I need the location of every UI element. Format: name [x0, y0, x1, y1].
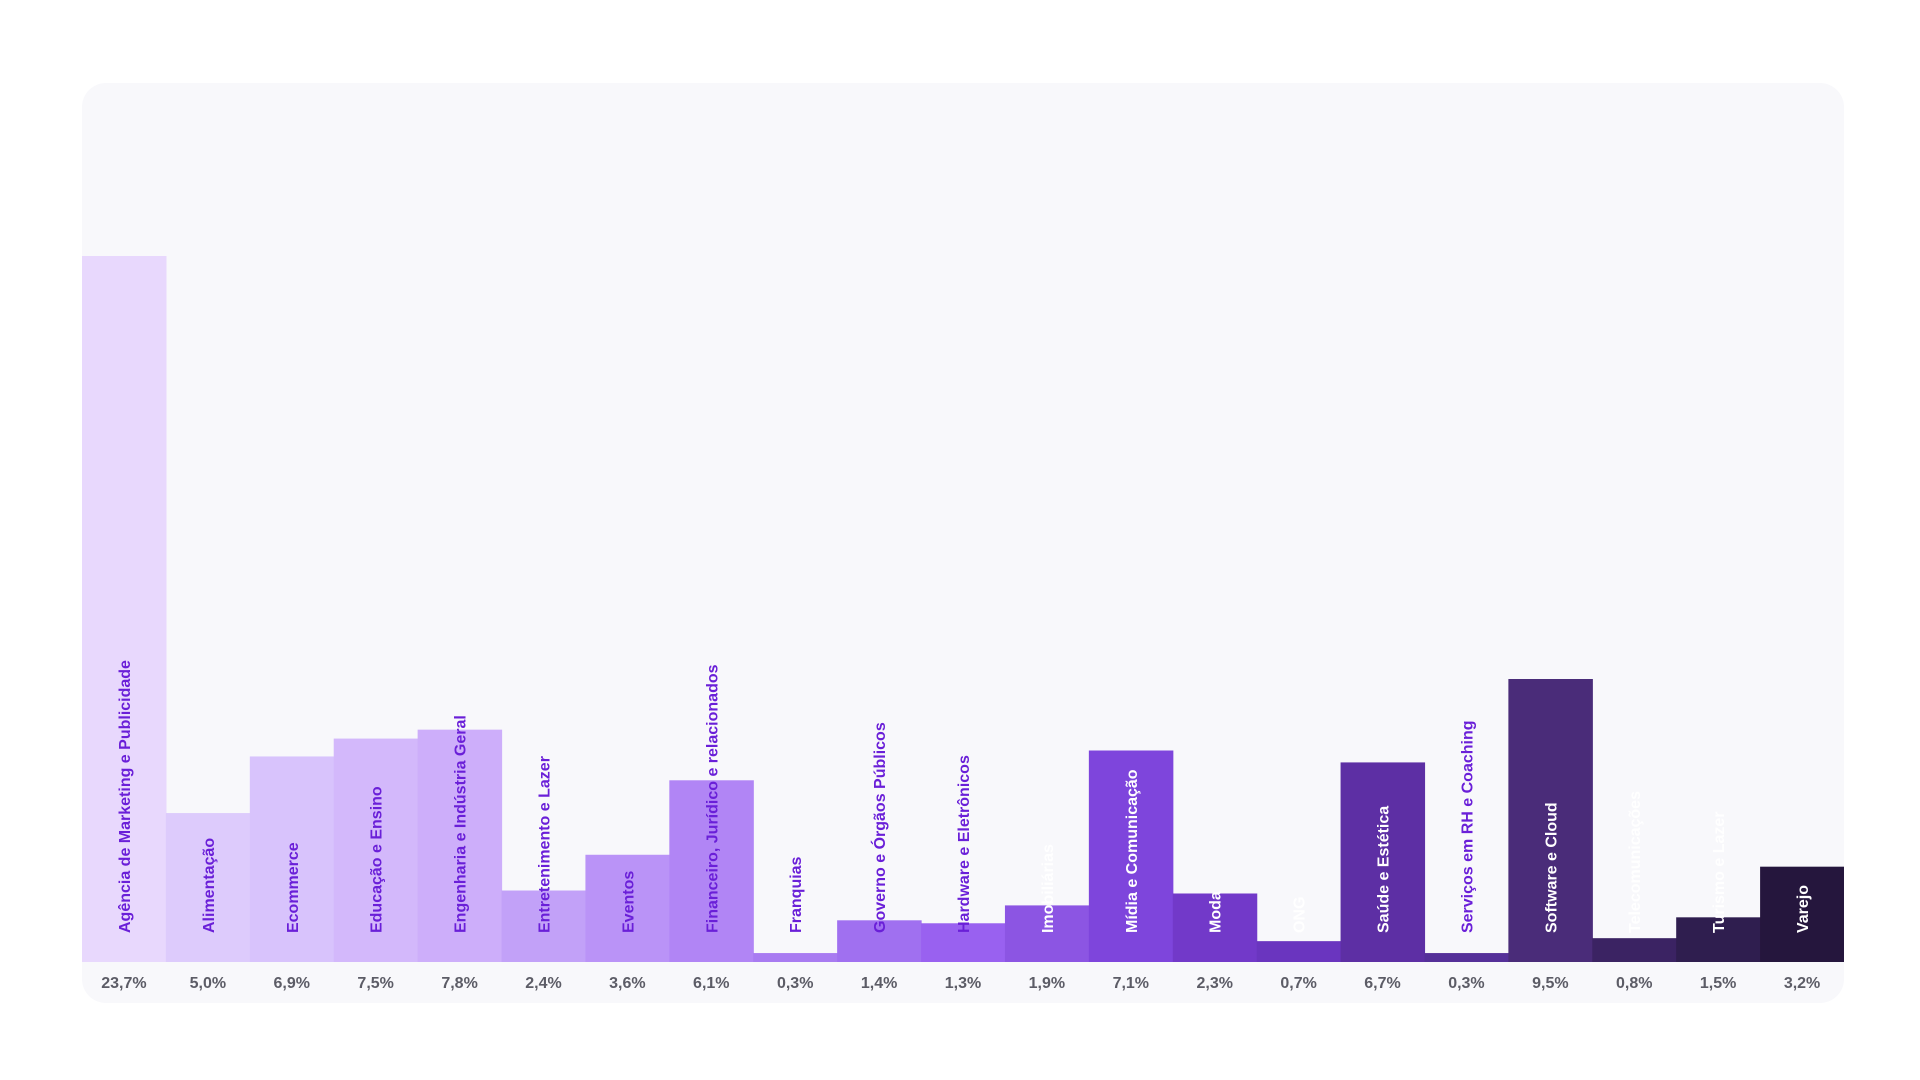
value-label-imobiliarias: 1,9% [1029, 975, 1065, 992]
category-label-ecommerce: Ecommerce [285, 842, 302, 933]
value-label-midia-e-comunicacao: 7,1% [1113, 975, 1149, 992]
bar-servicos-em-rh-e-coaching [1424, 953, 1509, 962]
bar-educacao-e-ensino [333, 738, 419, 962]
category-label-imobiliarias: Imobiliárias [1040, 844, 1057, 933]
bar-entretenimento-e-lazer [501, 890, 587, 962]
bar-alimentacao [165, 813, 251, 962]
bar-saude-e-estetica [1340, 762, 1426, 962]
bar-eventos [585, 854, 670, 962]
category-label-entretenimento-e-lazer: Entretenimento e Lazer [536, 756, 553, 933]
category-label-moda: Moda [1208, 891, 1225, 933]
bar-ong [1256, 941, 1342, 962]
bar-midia-e-comunicacao [1088, 750, 1174, 962]
category-label-ong: ONG [1292, 897, 1309, 933]
value-label-moda: 2,3% [1196, 975, 1232, 992]
category-labels: Agência de Marketing e Publicidade Alimen… [117, 660, 1812, 933]
category-label-governo-e-orgaos-publicos: Governo e Órgãos Públicos [870, 722, 889, 933]
value-label-ong: 0,7% [1280, 975, 1316, 992]
value-label-turismo-e-lazer: 1,5% [1700, 975, 1736, 992]
value-label-varejo: 3,2% [1784, 975, 1820, 992]
value-label-financeiro-juridico-e-relacionados: 6,1% [693, 975, 729, 992]
bar-moda [1172, 893, 1258, 962]
category-label-hardware-e-eletronicos: Hardware e Eletrônicos [956, 755, 973, 933]
value-label-servicos-em-rh-e-coaching: 0,3% [1448, 975, 1484, 992]
value-labels: 23,7% 5,0% 6,9% 7,5% 7,8% 2,4% 3,6% 6,1% 0,3% 1,4… [101, 975, 1820, 992]
category-label-servicos-em-rh-e-coaching: Serviços em RH e Coaching [1459, 720, 1476, 933]
value-label-franquias: 0,3% [777, 975, 813, 992]
category-label-agencia-de-marketing-e-publicidade: Agência de Marketing e Publicidade [117, 660, 134, 933]
bar-agencia-de-marketing-e-publicidade [82, 256, 167, 962]
bar-turismo-e-lazer [1676, 917, 1761, 962]
value-label-entretenimento-e-lazer: 2,4% [525, 975, 561, 992]
value-label-engenharia-e-industria-geral: 7,8% [441, 975, 477, 992]
bar-governo-e-orgaos-publicos [837, 920, 922, 962]
value-label-ecommerce: 6,9% [274, 975, 310, 992]
bar-franquias [753, 953, 838, 962]
category-label-midia-e-comunicacao: Mídia e Comunicação [1124, 769, 1141, 933]
value-label-educacao-e-ensino: 7,5% [357, 975, 393, 992]
category-label-eventos: Eventos [620, 871, 637, 933]
category-label-engenharia-e-industria-geral: Engenharia e Indústria Geral [453, 715, 470, 933]
category-label-alimentacao: Alimentação [201, 838, 218, 933]
bar-telecomunicacoes [1592, 938, 1677, 962]
category-label-turismo-e-lazer: Turismo e Lazer [1711, 811, 1728, 933]
value-label-saude-e-estetica: 6,7% [1364, 975, 1400, 992]
category-label-educacao-e-ensino: Educação e Ensino [369, 786, 386, 933]
category-label-financeiro-juridico-e-relacionados: Financeiro, Jurídico e relacionados [704, 664, 721, 933]
category-label-varejo: Varejo [1795, 885, 1812, 933]
value-label-alimentacao: 5,0% [190, 975, 226, 992]
bar-software-e-cloud [1508, 679, 1593, 962]
category-label-saude-e-estetica: Saúde e Estética [1376, 806, 1393, 933]
value-label-eventos: 3,6% [609, 975, 645, 992]
bar-imobiliarias [1004, 905, 1090, 962]
bar-hardware-e-eletronicos [921, 923, 1006, 962]
category-label-telecomunicacoes: Telecomunicações [1627, 791, 1644, 933]
value-label-software-e-cloud: 9,5% [1532, 975, 1568, 992]
category-label-franquias: Franquias [788, 856, 805, 933]
bar-ecommerce [249, 756, 335, 962]
bar-varejo [1760, 866, 1844, 962]
value-label-governo-e-orgaos-publicos: 1,4% [861, 975, 897, 992]
value-label-telecomunicacoes: 0,8% [1616, 975, 1652, 992]
bar-engenharia-e-industria-geral [417, 729, 503, 962]
value-label-agencia-de-marketing-e-publicidade: 23,7% [101, 975, 146, 992]
bar-financeiro-juridico-e-relacionados [669, 780, 754, 962]
category-label-software-e-cloud: Software e Cloud [1543, 802, 1560, 933]
bars-group [82, 256, 1844, 962]
value-label-hardware-e-eletronicos: 1,3% [945, 975, 981, 992]
